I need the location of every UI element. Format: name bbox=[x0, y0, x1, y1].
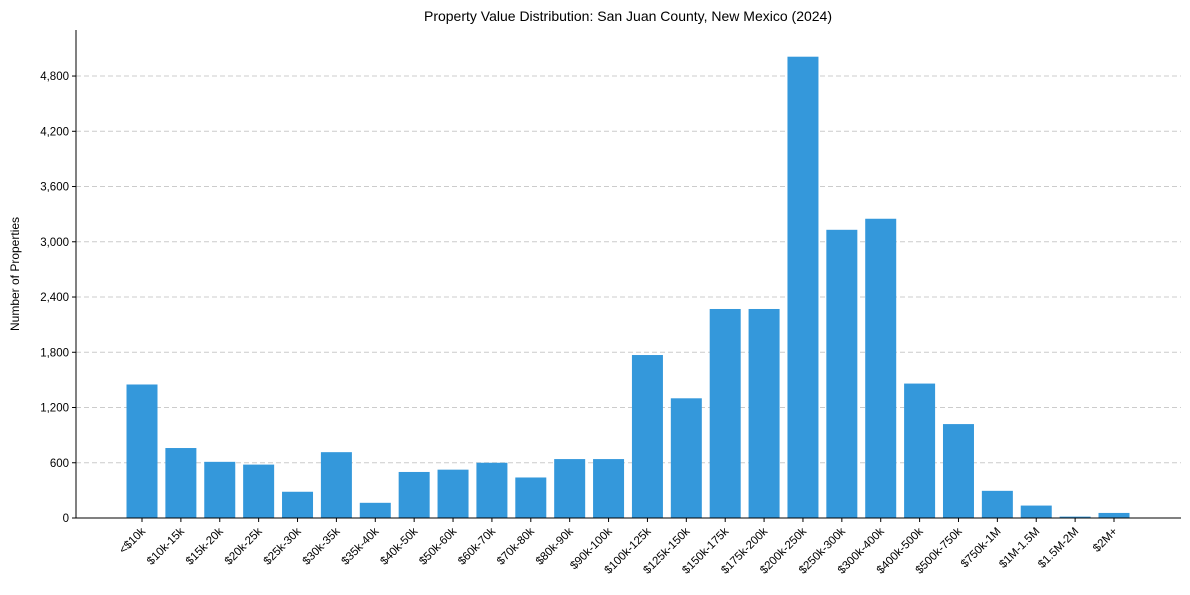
bar bbox=[282, 491, 314, 518]
bar bbox=[904, 383, 936, 518]
y-tick-label: 3,000 bbox=[40, 237, 69, 249]
bar bbox=[1020, 505, 1052, 518]
x-tick-label: $35k-40k bbox=[339, 525, 381, 567]
bar bbox=[1098, 512, 1130, 518]
bar bbox=[981, 490, 1013, 518]
bar bbox=[515, 477, 547, 518]
x-tick-label: $10k-15k bbox=[145, 525, 187, 567]
x-tick-label: $750k-1M bbox=[959, 526, 1004, 571]
y-ticks: 0 600 1,200 1,800 2,400 3,000 3,600 4,200 4,800 bbox=[40, 71, 76, 525]
x-tick-label: $50k-60k bbox=[417, 525, 459, 567]
bar bbox=[631, 355, 663, 518]
x-tick-label: $25k-30k bbox=[262, 525, 304, 567]
y-tick-label: 1,200 bbox=[40, 403, 69, 415]
bar bbox=[787, 56, 819, 519]
bar bbox=[320, 452, 352, 518]
x-tick-label: $70k-80k bbox=[495, 525, 537, 567]
bar bbox=[165, 448, 197, 518]
y-tick-label: 4,800 bbox=[40, 71, 69, 83]
x-tick-label: <$10k bbox=[117, 525, 148, 556]
y-tick-label: 1,800 bbox=[40, 347, 69, 359]
y-axis-label: Number of Properties bbox=[8, 217, 22, 331]
y-tick-label: 2,400 bbox=[40, 292, 69, 304]
bar bbox=[437, 469, 469, 518]
x-tick-label: $40k-50k bbox=[378, 525, 420, 567]
bars bbox=[126, 56, 1130, 519]
bar bbox=[359, 502, 391, 518]
x-tick-label: $20k-25k bbox=[223, 525, 265, 567]
bar bbox=[709, 308, 741, 518]
x-ticks: <$10k$10k-15k$15k-20k$20k-25k$25k-30k$30… bbox=[117, 518, 1120, 577]
bar bbox=[670, 398, 702, 518]
x-tick-label: $60k-70k bbox=[456, 525, 498, 567]
y-tick-label: 4,200 bbox=[40, 126, 69, 138]
x-tick-label: $1M-1.5M bbox=[997, 526, 1042, 571]
bar bbox=[865, 218, 897, 519]
axes bbox=[75, 30, 1181, 519]
x-tick-label: $1.5M-2M bbox=[1036, 526, 1081, 571]
x-tick-label: $30k-35k bbox=[301, 525, 343, 567]
bar bbox=[243, 464, 275, 518]
x-tick-label: $2M+ bbox=[1091, 525, 1120, 554]
bar bbox=[593, 459, 625, 518]
bar bbox=[554, 459, 586, 518]
y-tick-label: 0 bbox=[63, 513, 69, 525]
bar bbox=[826, 229, 858, 518]
bar bbox=[204, 461, 236, 518]
bar bbox=[942, 424, 974, 518]
bar bbox=[126, 384, 158, 518]
y-tick-label: 600 bbox=[50, 458, 69, 470]
grid-lines bbox=[76, 75, 1181, 464]
bar bbox=[398, 471, 430, 518]
y-tick-label: 3,600 bbox=[40, 182, 69, 194]
bar bbox=[476, 462, 508, 518]
chart-title: Property Value Distribution: San Juan Co… bbox=[424, 8, 832, 24]
bar bbox=[1059, 516, 1091, 518]
bar bbox=[748, 308, 780, 518]
x-tick-label: $15k-20k bbox=[184, 525, 226, 567]
